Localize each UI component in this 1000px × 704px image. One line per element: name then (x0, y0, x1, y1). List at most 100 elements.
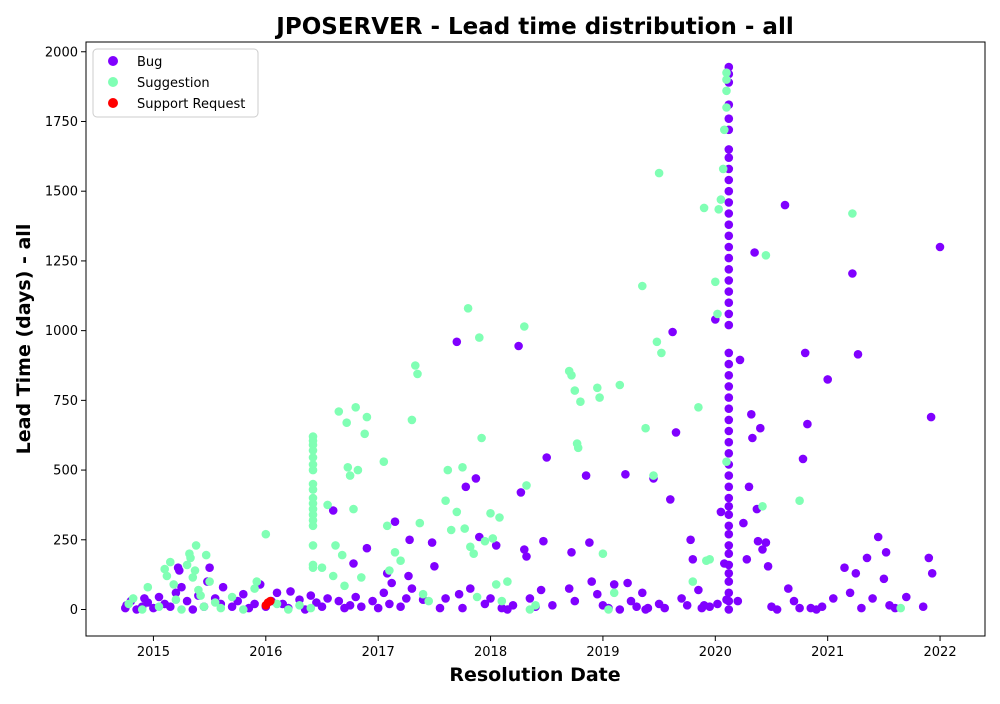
data-point (454, 589, 464, 599)
data-point (205, 563, 214, 572)
data-point (525, 594, 535, 603)
data-point (362, 412, 372, 422)
data-point (643, 603, 653, 613)
data-point (638, 588, 647, 598)
data-point (216, 603, 226, 613)
data-point (390, 517, 400, 526)
data-point (503, 577, 512, 586)
data-point (609, 588, 619, 598)
data-point (396, 556, 405, 565)
data-point (688, 555, 698, 564)
data-point (177, 582, 186, 592)
data-point (724, 231, 734, 241)
data-point (881, 548, 891, 557)
legend-label: Bug (137, 55, 162, 70)
data-point (668, 327, 677, 337)
data-point (385, 599, 394, 609)
data-point (402, 594, 411, 603)
data-point (641, 423, 650, 433)
data-point (823, 375, 832, 384)
data-point (357, 573, 366, 582)
data-point (714, 205, 723, 214)
data-point (480, 536, 490, 546)
data-point (848, 209, 857, 218)
y-tick-label: 750 (53, 394, 78, 409)
data-point (758, 502, 767, 511)
data-point (800, 348, 810, 358)
data-point (840, 563, 849, 572)
data-point (379, 457, 389, 467)
data-point (308, 453, 318, 462)
data-point (531, 601, 540, 610)
data-point (171, 595, 181, 604)
data-point (780, 200, 790, 210)
data-point (724, 393, 734, 402)
data-point (581, 471, 591, 480)
data-point (753, 536, 763, 546)
data-point (286, 587, 295, 596)
data-point (390, 548, 400, 557)
data-point (829, 594, 838, 603)
legend-marker (108, 77, 118, 87)
data-point (154, 592, 164, 602)
data-point (353, 465, 363, 475)
data-point (160, 564, 169, 574)
legend: Bug Suggestion Support Request (92, 48, 259, 118)
data-point (331, 541, 340, 550)
data-point (186, 553, 195, 563)
data-point (520, 322, 529, 331)
data-point (463, 304, 473, 313)
data-point (362, 543, 372, 553)
data-point (435, 603, 445, 613)
data-point (162, 571, 172, 581)
data-point (918, 602, 928, 611)
data-point (522, 481, 531, 490)
data-point (413, 369, 422, 379)
data-point (177, 605, 186, 614)
data-point (351, 592, 361, 602)
data-point (328, 571, 338, 581)
data-point (724, 209, 734, 218)
data-point (657, 348, 666, 358)
data-point (411, 361, 420, 370)
data-point (227, 602, 237, 611)
data-point (548, 601, 557, 610)
data-point (218, 582, 228, 592)
data-point (443, 465, 453, 475)
data-point (935, 242, 945, 252)
data-point (722, 103, 731, 112)
data-point (713, 599, 722, 609)
data-point (323, 594, 332, 603)
data-point (756, 423, 765, 433)
data-point (458, 463, 467, 472)
data-point (724, 242, 734, 252)
data-point (724, 471, 734, 480)
data-point (686, 535, 695, 545)
plot-area (121, 62, 945, 614)
x-axis-label: Resolution Date (449, 664, 620, 686)
data-point (323, 500, 332, 510)
data-point (666, 495, 675, 504)
data-point (609, 580, 619, 589)
data-point (385, 566, 394, 575)
data-point (699, 203, 709, 213)
data-point (405, 535, 414, 545)
data-point (724, 577, 734, 586)
data-point (615, 605, 625, 614)
data-point (660, 603, 669, 613)
data-point (308, 493, 318, 503)
x-tick-label: 2019 (586, 645, 619, 660)
data-point (143, 598, 153, 607)
data-point (475, 333, 484, 342)
data-point (349, 504, 358, 514)
data-point (853, 350, 863, 359)
data-point (595, 393, 604, 402)
data-point (724, 220, 734, 229)
data-point (724, 114, 734, 123)
data-point (188, 573, 198, 582)
x-tick-label: 2015 (137, 645, 170, 660)
data-point (351, 403, 361, 412)
data-point (724, 320, 734, 330)
data-point (722, 86, 731, 96)
data-point (387, 578, 397, 588)
